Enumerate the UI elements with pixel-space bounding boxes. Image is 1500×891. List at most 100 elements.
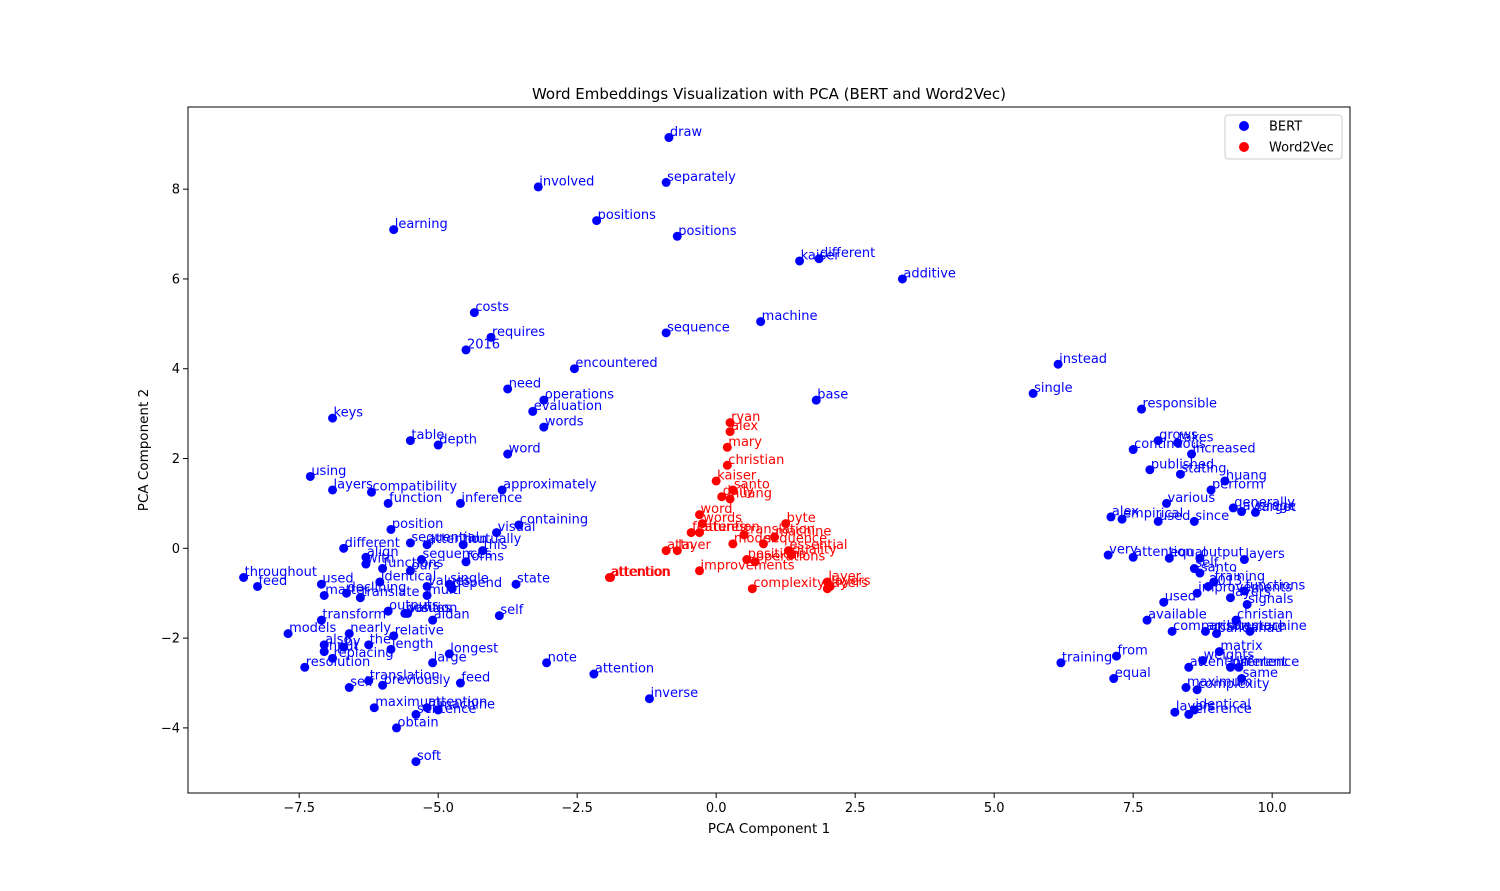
word2vec-point-label: positions: [748, 547, 806, 562]
bert-point: [328, 485, 338, 495]
bert-point-label: self: [1195, 556, 1218, 571]
bert-point-label: state: [517, 572, 550, 587]
bert-point-label: feed: [258, 574, 287, 589]
bert-point: [1195, 568, 1205, 578]
bert-point-label: costs: [475, 300, 509, 315]
bert-point: [1250, 507, 1260, 517]
bert-point-label: sequence: [667, 320, 730, 335]
bert-point-label: this: [484, 538, 508, 553]
bert-point: [364, 640, 374, 650]
word2vec-point: [747, 584, 757, 594]
bert-point-label: note: [548, 650, 577, 665]
bert-point-label: also: [325, 632, 351, 647]
word2vec-point: [604, 573, 614, 583]
bert-point-label: layers: [334, 477, 374, 492]
word2vec-point: [661, 546, 671, 556]
bert-point: [1184, 662, 1194, 672]
bert-point-label: responsible: [1143, 397, 1218, 412]
bert-point: [503, 384, 513, 394]
bert-point-label: models: [289, 621, 336, 636]
bert-point: [497, 485, 507, 495]
bert-point-label: since: [1195, 509, 1229, 524]
bert-point-label: forms: [467, 549, 504, 564]
x-tick-label: 2.5: [845, 801, 866, 816]
bert-point-label: stating: [1181, 462, 1226, 477]
bert-point-label: layers: [1245, 547, 1285, 562]
bert-point: [1170, 707, 1180, 717]
bert-point: [661, 328, 671, 338]
x-axis-ticks: −7.5 −5.0 −2.5 0.0 2.5 5.0 7.5 10.0: [283, 793, 1287, 816]
bert-point-label: keys: [334, 406, 364, 421]
bert-point-label: values: [409, 601, 452, 616]
bert-point: [458, 540, 468, 550]
bert-point: [422, 703, 432, 713]
bert-point-label: used: [322, 572, 353, 587]
x-tick-label: −7.5: [283, 801, 315, 816]
bert-point-label: average: [1243, 499, 1296, 514]
legend-label-bert: BERT: [1269, 120, 1302, 135]
bert-point: [503, 449, 513, 459]
bert-point: [1142, 615, 1152, 625]
bert-point: [1187, 449, 1197, 459]
bert-point-label: kaiser: [801, 248, 841, 263]
bert-point: [1195, 553, 1205, 563]
bert-point: [341, 588, 351, 598]
bert-point-label: available: [1148, 608, 1207, 623]
word2vec-point-label: layers: [828, 576, 868, 591]
bert-point-label: very: [1109, 543, 1138, 558]
word2vec-point: [717, 492, 727, 502]
word2vec-point-label: words: [703, 511, 742, 526]
bert-point: [386, 524, 396, 534]
bert-point-label: input: [325, 639, 358, 654]
bert-point-label: using: [311, 464, 346, 479]
bert-point-label: aidan: [434, 608, 470, 623]
bert-point-label: perform: [1212, 477, 1264, 492]
bert-point-label: declining: [347, 581, 406, 596]
bert-point: [1153, 436, 1163, 446]
bert-point-label: weights: [1204, 648, 1255, 663]
bert-point-label: matrix: [1220, 639, 1263, 654]
bert-point: [1192, 685, 1202, 695]
bert-point-label: large: [434, 650, 467, 665]
bert-point: [897, 274, 907, 284]
bert-point: [1245, 626, 1255, 636]
bert-point: [528, 406, 538, 416]
bert-point-label: translation: [370, 668, 440, 683]
word2vec-point: [697, 519, 707, 529]
bert-point: [486, 332, 496, 342]
y-axis-label: PCA Component 2: [136, 389, 152, 511]
bert-point-label: soft: [417, 749, 441, 764]
bert-point-label: inference: [461, 491, 522, 506]
word2vec-point: [728, 539, 738, 549]
bert-point-label: complexity: [1198, 677, 1270, 692]
bert-point: [1162, 498, 1172, 508]
bert-point-label: requires: [492, 325, 545, 340]
word2vec-point-label: complexity: [753, 576, 825, 591]
bert-point-label: visual: [498, 520, 536, 535]
word2vec-point: [786, 550, 796, 560]
bert-point-label: christian: [1237, 608, 1293, 623]
bert-point-label: feed: [461, 671, 490, 686]
bert-point: [539, 422, 549, 432]
bert-point: [644, 694, 654, 704]
bert-point-label: self: [350, 675, 373, 690]
bert-point-label: with: [367, 552, 395, 567]
bert-point-label: learning: [395, 217, 448, 232]
bert-point: [391, 723, 401, 733]
bert-point-label: grows: [1159, 428, 1198, 443]
bert-point-label: sequences: [423, 547, 493, 562]
bert-point-label: longest: [450, 641, 498, 656]
bert-point: [1181, 682, 1191, 692]
word2vec-point: [742, 555, 752, 565]
bert-point: [1212, 629, 1222, 639]
bert-point-label: resolution: [306, 655, 371, 670]
bert-point-label: attention: [595, 662, 654, 677]
bert-point: [455, 678, 465, 688]
word2vec-point-label: attention: [612, 565, 671, 580]
bert-point: [672, 231, 682, 241]
bert-point: [1184, 709, 1194, 719]
bert-point-label: empirical: [1123, 507, 1183, 522]
bert-point-label: self: [500, 603, 523, 618]
bert-point: [661, 177, 671, 187]
y-axis-ticks: −4 −2 0 2 4 6 8: [161, 183, 188, 736]
